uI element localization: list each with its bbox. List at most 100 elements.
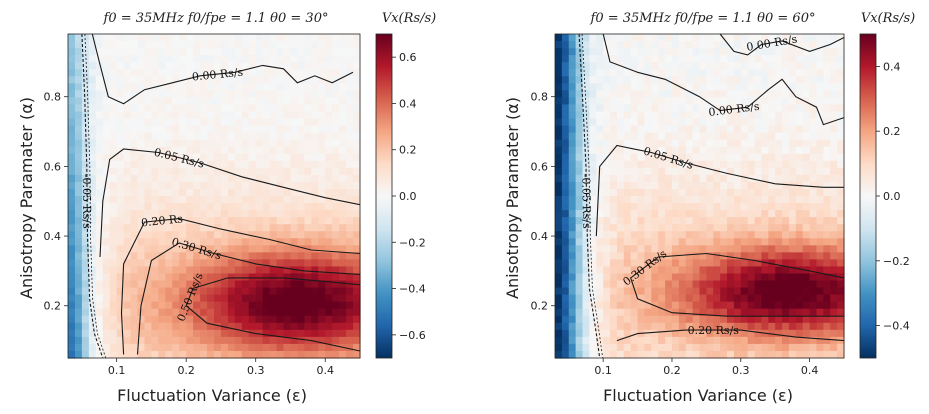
heatmap-cell — [795, 217, 804, 225]
panel-right-colorbar-label: Vx(Rs/s) — [861, 11, 915, 26]
heatmap-cell — [269, 146, 278, 155]
heatmap-cell — [179, 329, 187, 338]
heatmap-cell — [802, 34, 811, 42]
heatmap-cell — [733, 69, 742, 77]
heatmap-cell — [283, 132, 292, 141]
heatmap-cell — [269, 167, 278, 176]
contour-line — [630, 252, 845, 317]
heatmap-cell — [283, 111, 292, 120]
heatmap-cell — [116, 217, 125, 225]
heatmap-cell — [95, 76, 104, 84]
heatmap-cell — [761, 266, 769, 275]
heatmap-cell — [353, 153, 361, 162]
heatmap-cell — [290, 167, 299, 176]
heatmap-cell — [68, 301, 76, 310]
heatmap-cell — [706, 62, 714, 70]
heatmap-cell — [740, 139, 749, 148]
heatmap-cell — [768, 343, 776, 352]
heatmap-cell — [109, 196, 118, 204]
heatmap-cell — [671, 350, 680, 359]
heatmap-cell — [837, 160, 845, 169]
heatmap-cell — [137, 238, 146, 246]
heatmap-cell — [227, 196, 236, 204]
heatmap-cell — [353, 174, 361, 183]
heatmap-cell — [671, 41, 680, 49]
heatmap-cell — [671, 104, 680, 113]
heatmap-cell — [658, 181, 666, 190]
heatmap-cell — [220, 104, 229, 113]
heatmap-cell — [269, 132, 278, 141]
heatmap-cell — [68, 181, 76, 190]
heatmap-cell — [699, 329, 707, 338]
heatmap-cell — [269, 287, 278, 296]
heatmap-cell — [809, 188, 818, 197]
heatmap-cell — [727, 174, 735, 183]
heatmap-cell — [130, 111, 139, 120]
heatmap-cell — [747, 90, 756, 98]
heatmap-cell — [685, 118, 694, 127]
heatmap-cell — [109, 224, 118, 232]
heatmap-cell — [207, 266, 215, 275]
heatmap-cell — [568, 90, 577, 98]
heatmap-cell — [651, 174, 659, 183]
heatmap-cell — [733, 273, 742, 282]
heatmap-cell — [214, 336, 222, 345]
heatmap-cell — [720, 76, 728, 84]
heatmap-cell — [95, 336, 104, 345]
heatmap-cell — [616, 308, 625, 317]
heatmap-cell — [775, 118, 783, 127]
heatmap-cell — [720, 259, 728, 268]
heatmap-cell — [137, 125, 146, 134]
heatmap-cell — [568, 280, 577, 289]
panel-right-plot-frame — [554, 33, 845, 359]
heatmap-cell — [109, 132, 118, 141]
heatmap-cell — [809, 329, 818, 338]
heatmap-cell — [651, 308, 659, 317]
heatmap-cell — [290, 203, 299, 211]
heatmap-cell — [339, 266, 347, 275]
heatmap-cell — [678, 146, 687, 155]
heatmap-cell — [311, 252, 319, 260]
heatmap-cell — [74, 245, 83, 253]
heatmap-cell — [88, 125, 97, 134]
heatmap-cell — [297, 224, 305, 232]
heatmap-cell — [713, 343, 721, 352]
heatmap-cell — [775, 350, 783, 359]
heatmap-cell — [116, 41, 125, 49]
y-tick-label: 0.2 — [44, 300, 62, 313]
y-tick-label: 0.4 — [44, 230, 62, 243]
heatmap-cell — [283, 280, 292, 289]
heatmap-cell — [318, 329, 326, 338]
heatmap-cell — [144, 245, 153, 253]
heatmap-cell — [214, 350, 222, 359]
heatmap-cell — [795, 315, 804, 324]
heatmap-cell — [234, 146, 243, 155]
heatmap-cell — [747, 336, 756, 345]
heatmap-cell — [68, 34, 76, 42]
heatmap-cell — [589, 245, 597, 253]
heatmap-cell — [623, 167, 632, 176]
heatmap-cell — [795, 104, 804, 113]
heatmap-cell — [227, 252, 236, 260]
heatmap-cell — [116, 231, 125, 239]
heatmap-cell — [651, 62, 659, 70]
heatmap-cell — [692, 181, 701, 190]
heatmap-cell — [665, 329, 673, 338]
heatmap-cell — [665, 259, 673, 268]
heatmap-cell — [130, 125, 139, 134]
heatmap-cell — [658, 55, 666, 63]
heatmap-cell — [214, 238, 222, 246]
heatmap-cell — [665, 294, 673, 303]
heatmap-cell — [616, 111, 625, 120]
heatmap-cell — [151, 259, 159, 268]
heatmap-cell — [699, 224, 707, 232]
heatmap-cell — [837, 301, 845, 310]
heatmap-cell — [671, 336, 680, 345]
heatmap-cell — [179, 167, 187, 176]
heatmap-cell — [678, 104, 687, 113]
heatmap-cell — [610, 203, 618, 211]
heatmap-cell — [353, 266, 361, 275]
heatmap-cell — [678, 287, 687, 296]
heatmap-cell — [290, 174, 299, 183]
heatmap-cell — [823, 217, 831, 225]
